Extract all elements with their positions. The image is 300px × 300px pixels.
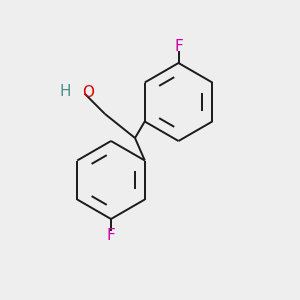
Text: O: O bbox=[82, 85, 94, 100]
Text: F: F bbox=[106, 228, 116, 243]
Text: F: F bbox=[174, 39, 183, 54]
Text: H: H bbox=[60, 84, 71, 99]
